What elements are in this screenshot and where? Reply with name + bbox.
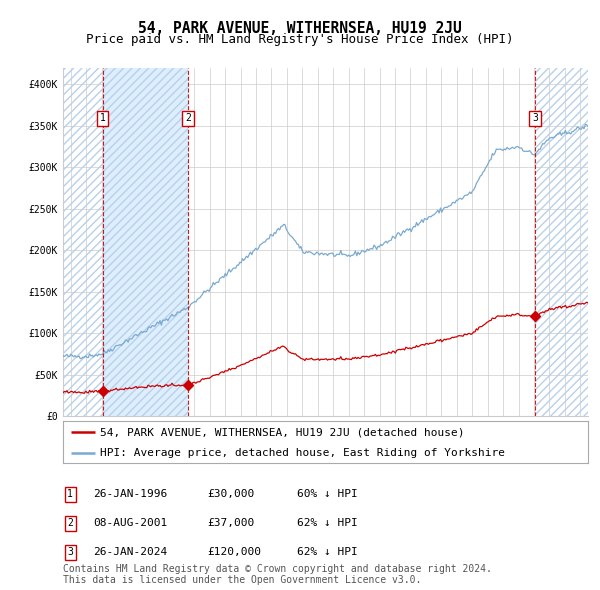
Text: Contains HM Land Registry data © Crown copyright and database right 2024.
This d: Contains HM Land Registry data © Crown c… xyxy=(63,563,492,585)
Text: £30,000: £30,000 xyxy=(207,490,254,499)
Text: 08-AUG-2001: 08-AUG-2001 xyxy=(93,519,167,528)
Text: 3: 3 xyxy=(67,548,73,557)
Text: 3: 3 xyxy=(532,113,538,123)
Text: 62% ↓ HPI: 62% ↓ HPI xyxy=(297,548,358,557)
Text: 1: 1 xyxy=(67,490,73,499)
Text: 2: 2 xyxy=(185,113,191,123)
Text: 1: 1 xyxy=(100,113,106,123)
Text: £37,000: £37,000 xyxy=(207,519,254,528)
Text: Price paid vs. HM Land Registry's House Price Index (HPI): Price paid vs. HM Land Registry's House … xyxy=(86,33,514,46)
Text: £120,000: £120,000 xyxy=(207,548,261,557)
Bar xyxy=(535,68,588,416)
Text: 26-JAN-2024: 26-JAN-2024 xyxy=(93,548,167,557)
Bar xyxy=(103,68,188,416)
Text: 62% ↓ HPI: 62% ↓ HPI xyxy=(297,519,358,528)
Text: HPI: Average price, detached house, East Riding of Yorkshire: HPI: Average price, detached house, East… xyxy=(100,448,505,457)
Text: 26-JAN-1996: 26-JAN-1996 xyxy=(93,490,167,499)
Text: 2: 2 xyxy=(67,519,73,528)
Bar xyxy=(103,68,188,416)
Text: 54, PARK AVENUE, WITHERNSEA, HU19 2JU: 54, PARK AVENUE, WITHERNSEA, HU19 2JU xyxy=(138,21,462,35)
Text: 54, PARK AVENUE, WITHERNSEA, HU19 2JU (detached house): 54, PARK AVENUE, WITHERNSEA, HU19 2JU (d… xyxy=(100,427,464,437)
Bar xyxy=(63,68,103,416)
Text: 60% ↓ HPI: 60% ↓ HPI xyxy=(297,490,358,499)
